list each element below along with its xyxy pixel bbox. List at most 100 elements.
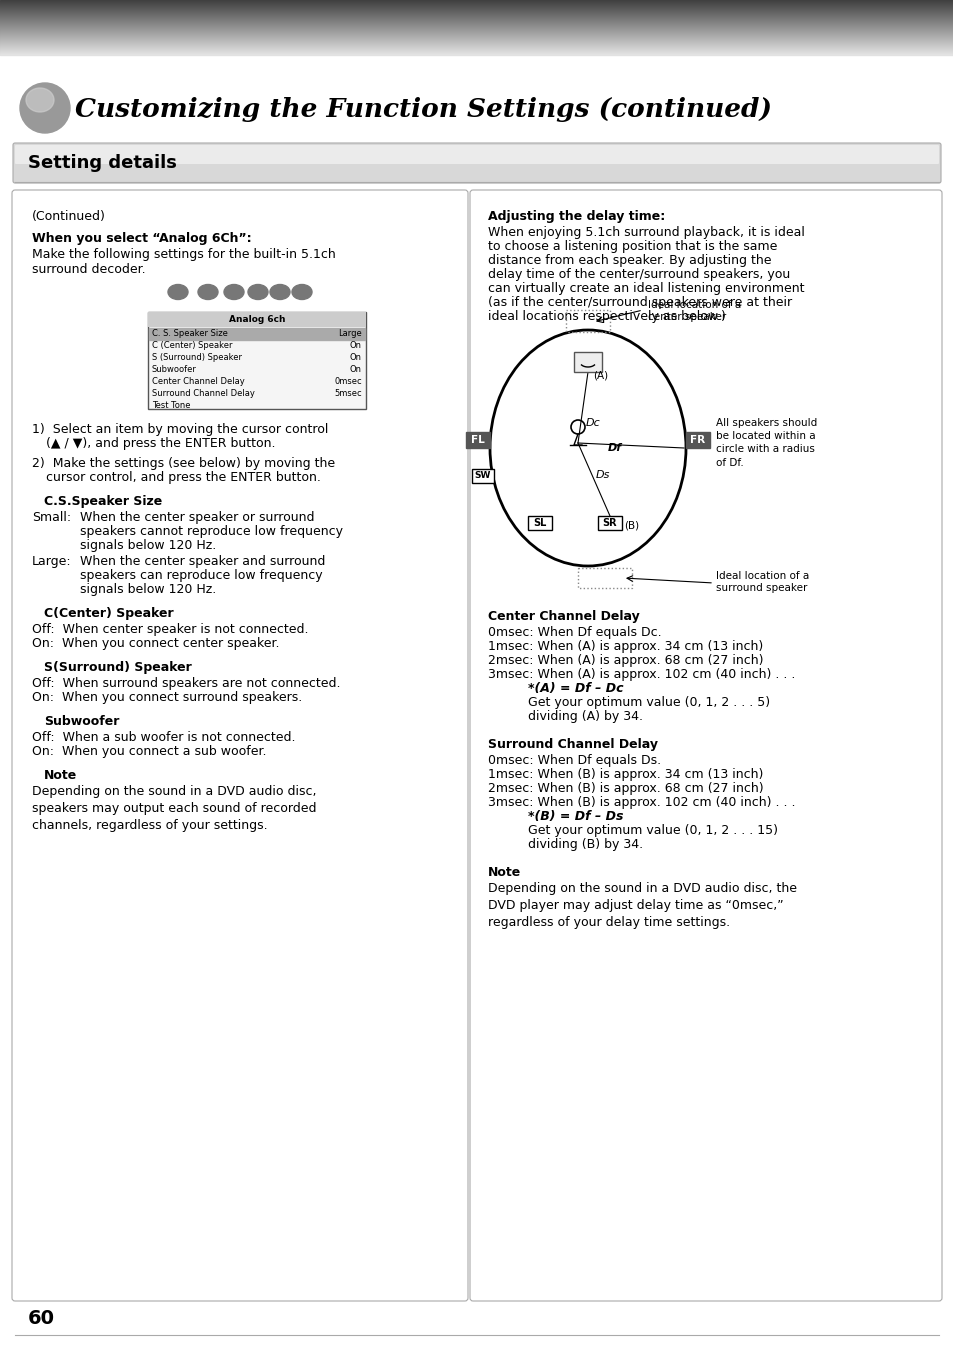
Text: Large: Large: [338, 329, 361, 338]
Text: Large:: Large:: [32, 555, 71, 568]
Text: Ideal location of a
surround speaker: Ideal location of a surround speaker: [716, 572, 808, 593]
Text: 2)  Make the settings (see below) by moving the: 2) Make the settings (see below) by movi…: [32, 457, 335, 470]
Text: can virtually create an ideal listening environment: can virtually create an ideal listening …: [488, 282, 803, 295]
Text: 1msec: When (B) is approx. 34 cm (13 inch): 1msec: When (B) is approx. 34 cm (13 inc…: [488, 768, 762, 780]
Text: 3msec: When (A) is approx. 102 cm (40 inch) . . .: 3msec: When (A) is approx. 102 cm (40 in…: [488, 669, 795, 681]
Text: signals below 120 Hz.: signals below 120 Hz.: [80, 582, 216, 596]
Text: C.S.Speaker Size: C.S.Speaker Size: [44, 495, 162, 508]
Bar: [578, 568, 631, 588]
Text: 2msec: When (A) is approx. 68 cm (27 inch): 2msec: When (A) is approx. 68 cm (27 inc…: [488, 654, 762, 667]
Text: Depending on the sound in a DVD audio disc, the
DVD player may adjust delay time: Depending on the sound in a DVD audio di…: [488, 882, 796, 929]
Ellipse shape: [198, 284, 218, 299]
Text: to choose a listening position that is the same: to choose a listening position that is t…: [488, 240, 777, 253]
Text: Get your optimum value (0, 1, 2 . . . 15): Get your optimum value (0, 1, 2 . . . 15…: [527, 824, 778, 837]
Text: All speakers should
be located within a
circle with a radius
of Df.: All speakers should be located within a …: [716, 418, 817, 468]
Ellipse shape: [248, 284, 268, 299]
Text: Note: Note: [44, 768, 77, 782]
Text: When the center speaker or surround: When the center speaker or surround: [80, 511, 314, 524]
Text: Note: Note: [488, 865, 520, 879]
Text: Center Channel Delay: Center Channel Delay: [488, 611, 639, 623]
Text: On: On: [350, 341, 361, 350]
Text: Center Channel Delay: Center Channel Delay: [152, 377, 245, 386]
Text: Make the following settings for the built-in 5.1ch
surround decoder.: Make the following settings for the buil…: [32, 248, 335, 276]
Ellipse shape: [292, 284, 312, 299]
Text: On: On: [350, 353, 361, 363]
Text: delay time of the center/surround speakers, you: delay time of the center/surround speake…: [488, 268, 789, 280]
Text: dividing (B) by 34.: dividing (B) by 34.: [527, 838, 642, 851]
Text: On:  When you connect center speaker.: On: When you connect center speaker.: [32, 638, 279, 650]
Ellipse shape: [224, 284, 244, 299]
Text: speakers cannot reproduce low frequency: speakers cannot reproduce low frequency: [80, 524, 343, 538]
Text: (▲ / ▼), and press the ENTER button.: (▲ / ▼), and press the ENTER button.: [46, 437, 275, 450]
Text: 1msec: When (A) is approx. 34 cm (13 inch): 1msec: When (A) is approx. 34 cm (13 inc…: [488, 640, 762, 652]
Text: (Continued): (Continued): [32, 210, 106, 222]
Text: S (Surround) Speaker: S (Surround) Speaker: [152, 353, 242, 363]
Text: 0msec: When Df equals Ds.: 0msec: When Df equals Ds.: [488, 754, 660, 767]
Text: ideal locations respectively as below.): ideal locations respectively as below.): [488, 310, 725, 324]
Text: Small:: Small:: [32, 511, 71, 524]
Text: Subwoofer: Subwoofer: [44, 714, 119, 728]
Text: Surround Channel Delay: Surround Channel Delay: [488, 737, 658, 751]
Text: On: On: [350, 365, 361, 373]
FancyBboxPatch shape: [13, 143, 940, 183]
Text: 0msec: When Df equals Dc.: 0msec: When Df equals Dc.: [488, 625, 661, 639]
Text: signals below 120 Hz.: signals below 120 Hz.: [80, 539, 216, 551]
Bar: [574, 352, 601, 372]
Text: *(A) = Df – Dc: *(A) = Df – Dc: [527, 682, 623, 696]
Text: On:  When you connect surround speakers.: On: When you connect surround speakers.: [32, 692, 302, 704]
FancyBboxPatch shape: [12, 190, 468, 1301]
Text: Ideal location of a
center speaker: Ideal location of a center speaker: [647, 301, 740, 322]
Text: FL: FL: [471, 435, 484, 445]
Bar: [465, 431, 490, 448]
Ellipse shape: [26, 88, 54, 112]
Ellipse shape: [270, 284, 290, 299]
Text: (B): (B): [623, 520, 639, 530]
Text: When you select “Analog 6Ch”:: When you select “Analog 6Ch”:: [32, 232, 252, 245]
Text: Off:  When center speaker is not connected.: Off: When center speaker is not connecte…: [32, 623, 308, 636]
FancyBboxPatch shape: [470, 190, 941, 1301]
Text: (as if the center/surround speakers were at their: (as if the center/surround speakers were…: [488, 297, 791, 309]
Text: *(B) = Df – Ds: *(B) = Df – Ds: [527, 810, 623, 824]
Bar: [565, 310, 609, 332]
Text: Get your optimum value (0, 1, 2 . . . 5): Get your optimum value (0, 1, 2 . . . 5): [527, 696, 769, 709]
Text: dividing (A) by 34.: dividing (A) by 34.: [527, 710, 642, 723]
Text: C (Center) Speaker: C (Center) Speaker: [152, 341, 233, 350]
Text: S(Surround) Speaker: S(Surround) Speaker: [44, 661, 192, 674]
Text: 3msec: When (B) is approx. 102 cm (40 inch) . . .: 3msec: When (B) is approx. 102 cm (40 in…: [488, 797, 795, 809]
Bar: [148, 311, 366, 328]
Text: 60: 60: [28, 1309, 55, 1328]
Ellipse shape: [20, 84, 70, 133]
Text: SW: SW: [475, 472, 491, 480]
Text: Customizing the Function Settings (continued): Customizing the Function Settings (conti…: [75, 97, 771, 123]
Text: Off:  When surround speakers are not connected.: Off: When surround speakers are not conn…: [32, 677, 340, 690]
Bar: [598, 516, 621, 530]
Text: 2msec: When (B) is approx. 68 cm (27 inch): 2msec: When (B) is approx. 68 cm (27 inc…: [488, 782, 762, 795]
Text: 1)  Select an item by moving the cursor control: 1) Select an item by moving the cursor c…: [32, 423, 328, 435]
Text: speakers can reproduce low frequency: speakers can reproduce low frequency: [80, 569, 322, 582]
Text: (A): (A): [593, 369, 607, 380]
Text: When the center speaker and surround: When the center speaker and surround: [80, 555, 325, 568]
Text: On:  When you connect a sub woofer.: On: When you connect a sub woofer.: [32, 745, 266, 758]
Text: Setting details: Setting details: [28, 154, 176, 173]
Text: Dc: Dc: [585, 418, 600, 429]
Text: Analog 6ch: Analog 6ch: [229, 315, 285, 324]
Text: SR: SR: [602, 518, 617, 528]
FancyBboxPatch shape: [15, 146, 938, 164]
Text: Depending on the sound in a DVD audio disc,
speakers may output each sound of re: Depending on the sound in a DVD audio di…: [32, 785, 316, 832]
Bar: [472, 469, 494, 483]
Text: Surround Channel Delay: Surround Channel Delay: [152, 390, 254, 398]
Bar: [148, 311, 366, 408]
Text: 0msec: 0msec: [334, 377, 361, 386]
Text: Ds: Ds: [596, 470, 610, 480]
Bar: [149, 328, 365, 340]
Ellipse shape: [168, 284, 188, 299]
Text: distance from each speaker. By adjusting the: distance from each speaker. By adjusting…: [488, 253, 771, 267]
Text: C. S. Speaker Size: C. S. Speaker Size: [152, 329, 228, 338]
Bar: [685, 431, 709, 448]
Text: Off:  When a sub woofer is not connected.: Off: When a sub woofer is not connected.: [32, 731, 295, 744]
Bar: [527, 516, 552, 530]
Text: SL: SL: [533, 518, 546, 528]
Text: 5msec: 5msec: [334, 390, 361, 398]
Text: FR: FR: [690, 435, 705, 445]
Text: cursor control, and press the ENTER button.: cursor control, and press the ENTER butt…: [46, 470, 320, 484]
